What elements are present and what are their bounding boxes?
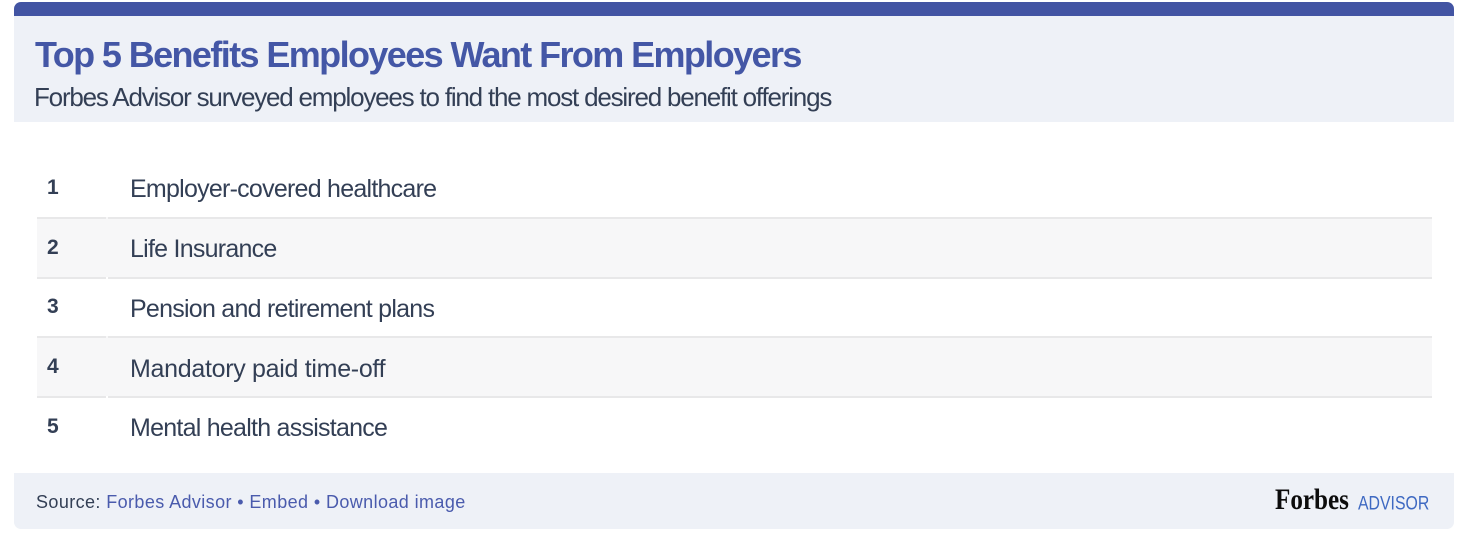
svg-text:ADVISOR: ADVISOR [1358, 492, 1429, 514]
svg-text:Forbes: Forbes [1275, 482, 1349, 516]
